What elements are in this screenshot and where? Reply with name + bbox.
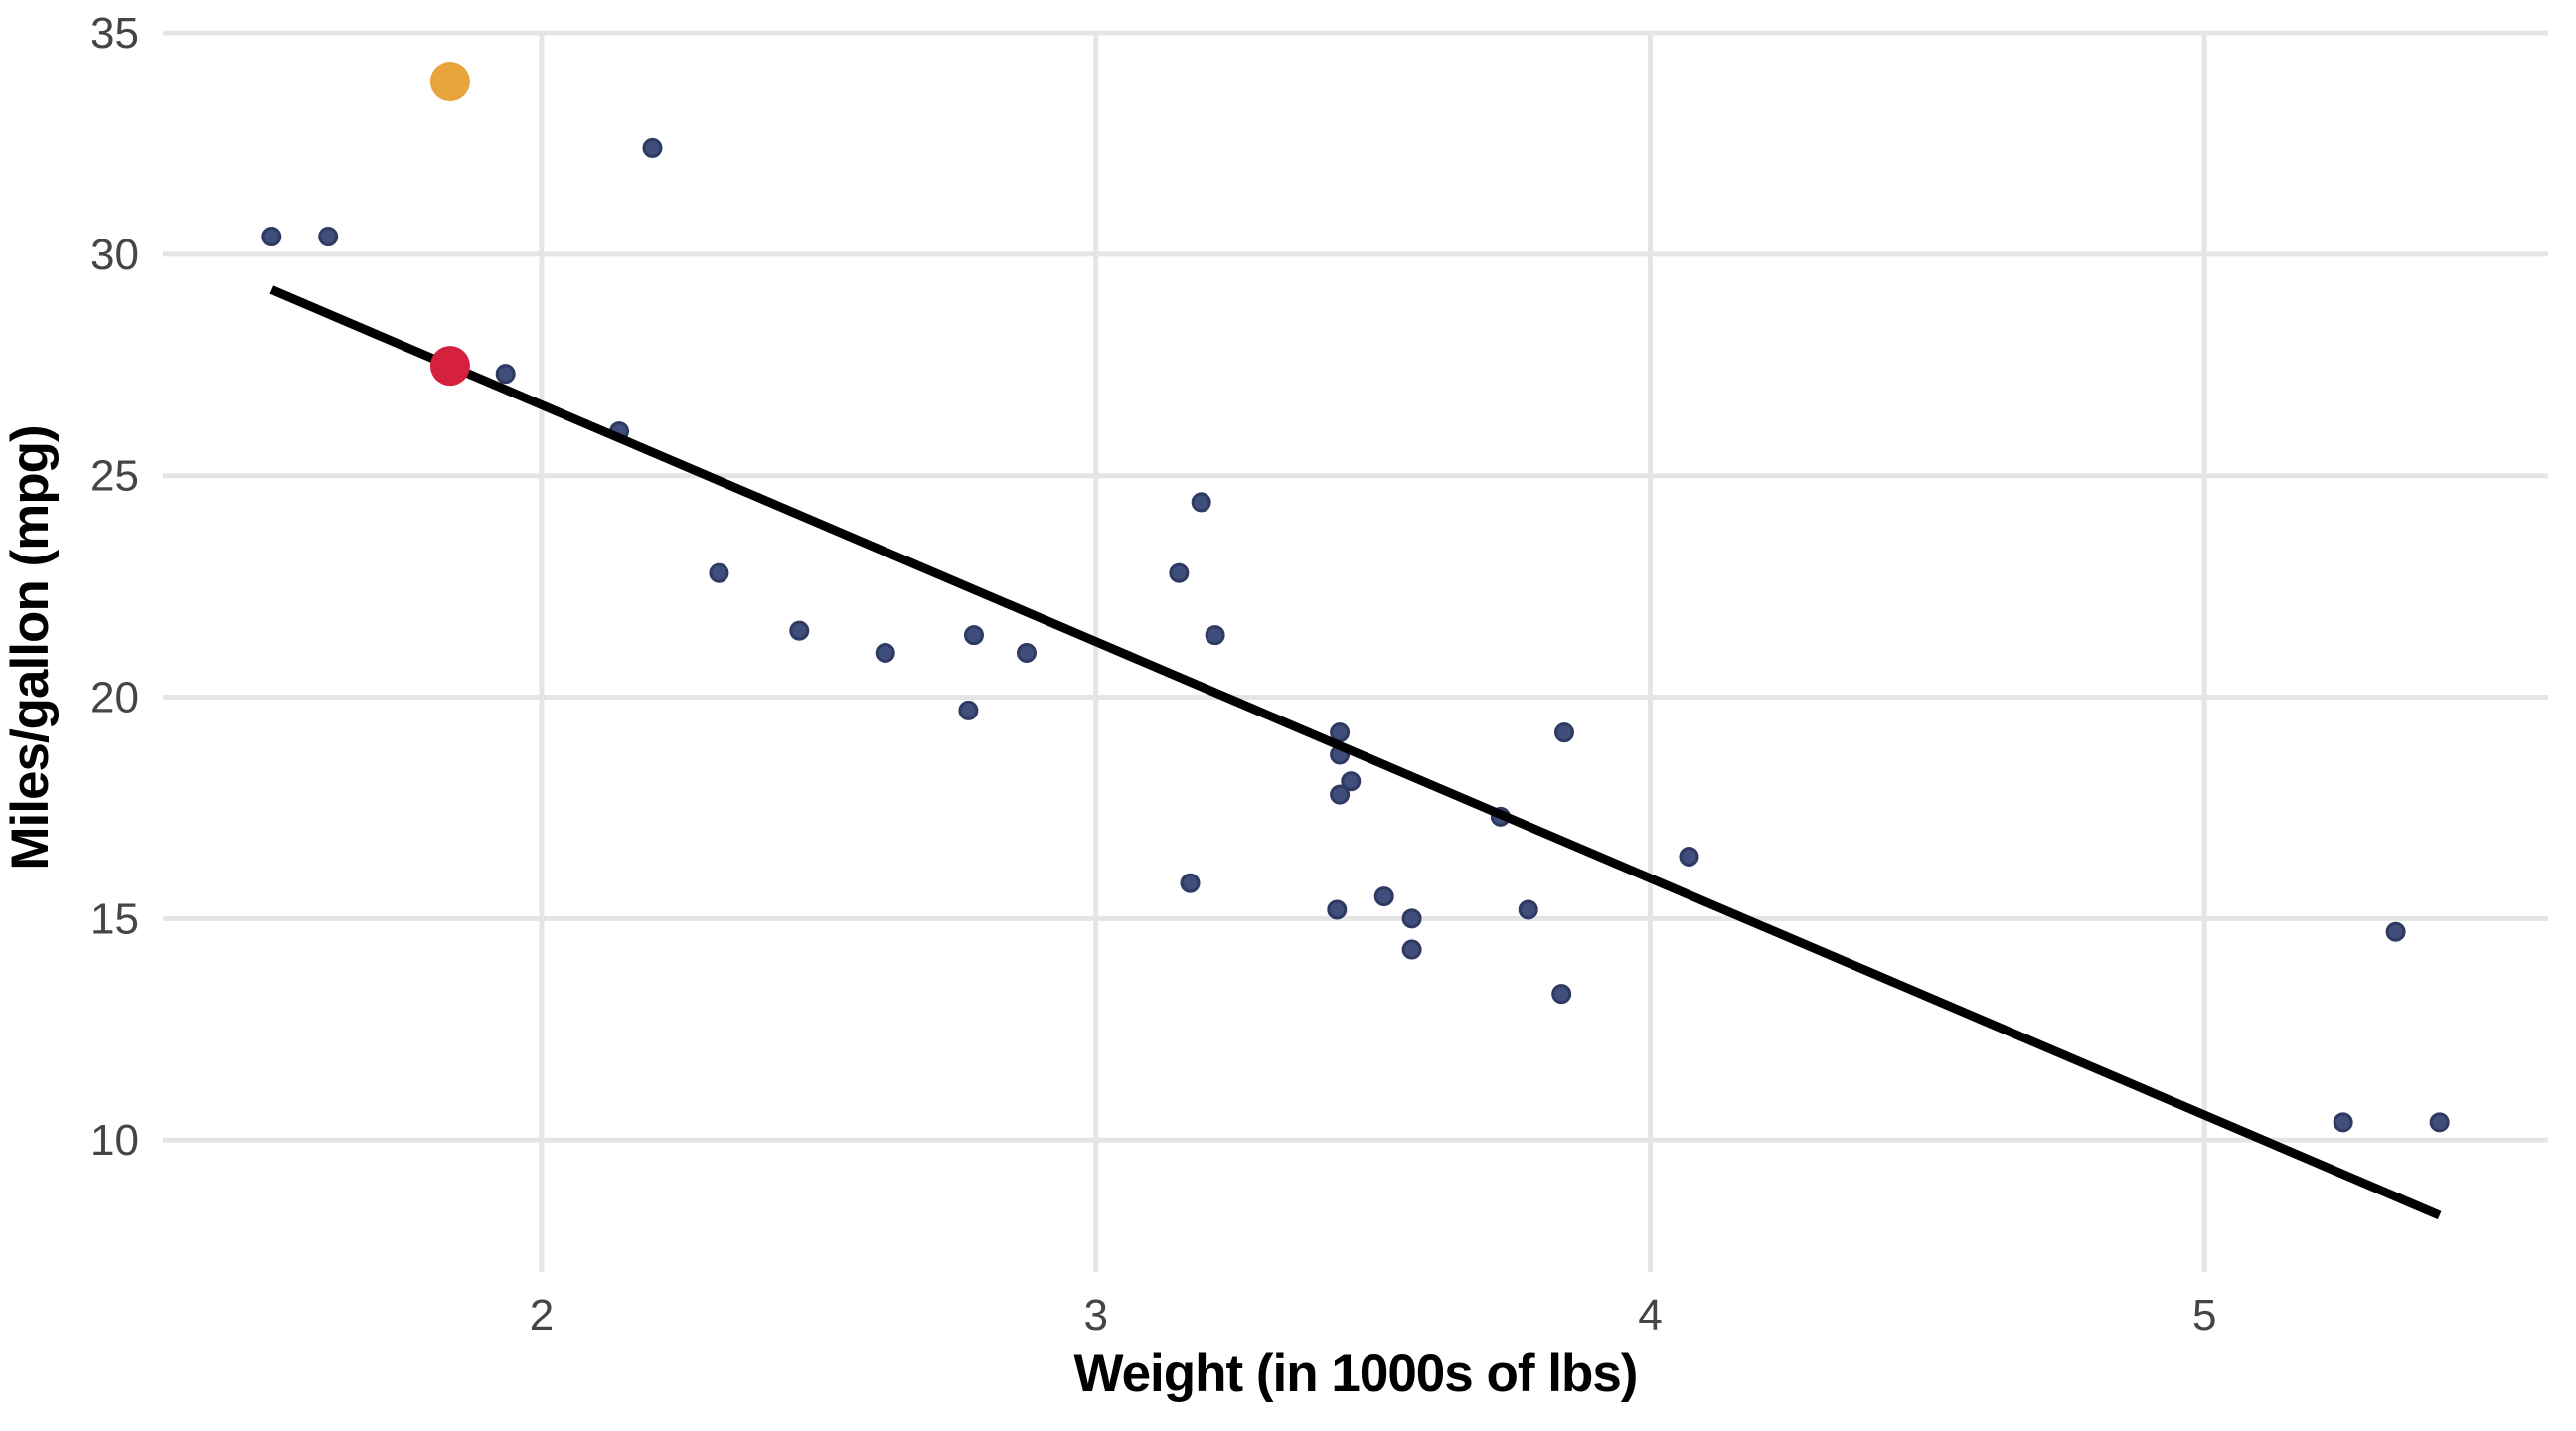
data-point [709, 562, 729, 583]
data-point [2385, 921, 2406, 942]
data-point [1016, 642, 1037, 663]
regression-line [269, 285, 2442, 1220]
data-point [318, 227, 339, 247]
gridlines-layer [163, 30, 2548, 1272]
data-point [958, 700, 979, 720]
data-point [1180, 873, 1201, 893]
data-point [1401, 908, 1422, 929]
x-tick-label: 3 [1083, 1291, 1107, 1340]
y-tick-label: 35 [90, 9, 139, 58]
data-points-layer [261, 137, 2450, 1133]
y-axis-title: Miles/gallon (mpg) [1, 425, 60, 870]
data-point [1327, 899, 1348, 920]
data-point [2429, 1112, 2450, 1133]
highlight-point-predicted [429, 346, 470, 387]
data-point [1169, 562, 1190, 583]
highlight-points-layer [429, 62, 470, 387]
data-point [1679, 846, 1699, 867]
y-tick-label: 15 [90, 894, 139, 943]
x-tick-label: 5 [2192, 1291, 2216, 1340]
data-point [1191, 492, 1211, 513]
data-point [1553, 722, 1574, 743]
data-point [1551, 984, 1572, 1005]
data-point [963, 625, 984, 646]
data-point [1373, 886, 1394, 907]
data-point [1205, 625, 1225, 646]
regression-line-layer [269, 285, 2442, 1220]
x-tick-label: 4 [1638, 1291, 1662, 1340]
data-point [495, 364, 516, 385]
tick-labels-layer: 10 15 20 25 30 35 2 3 4 5 [90, 9, 2216, 1340]
data-point [789, 620, 810, 641]
y-tick-label: 20 [90, 674, 139, 722]
x-axis-title: Weight (in 1000s of lbs) [1074, 1345, 1638, 1403]
y-tick-label: 30 [90, 231, 139, 279]
data-point [1341, 771, 1362, 792]
data-point [875, 642, 895, 663]
data-point [1401, 939, 1422, 960]
data-point [1518, 899, 1538, 920]
data-point [1330, 784, 1351, 805]
data-point [261, 227, 282, 247]
y-tick-label: 10 [90, 1116, 139, 1165]
x-tick-label: 2 [530, 1291, 554, 1340]
data-point [642, 137, 663, 158]
y-tick-label: 25 [90, 452, 139, 501]
data-point [2333, 1112, 2353, 1133]
highlight-point-actual [429, 62, 470, 102]
